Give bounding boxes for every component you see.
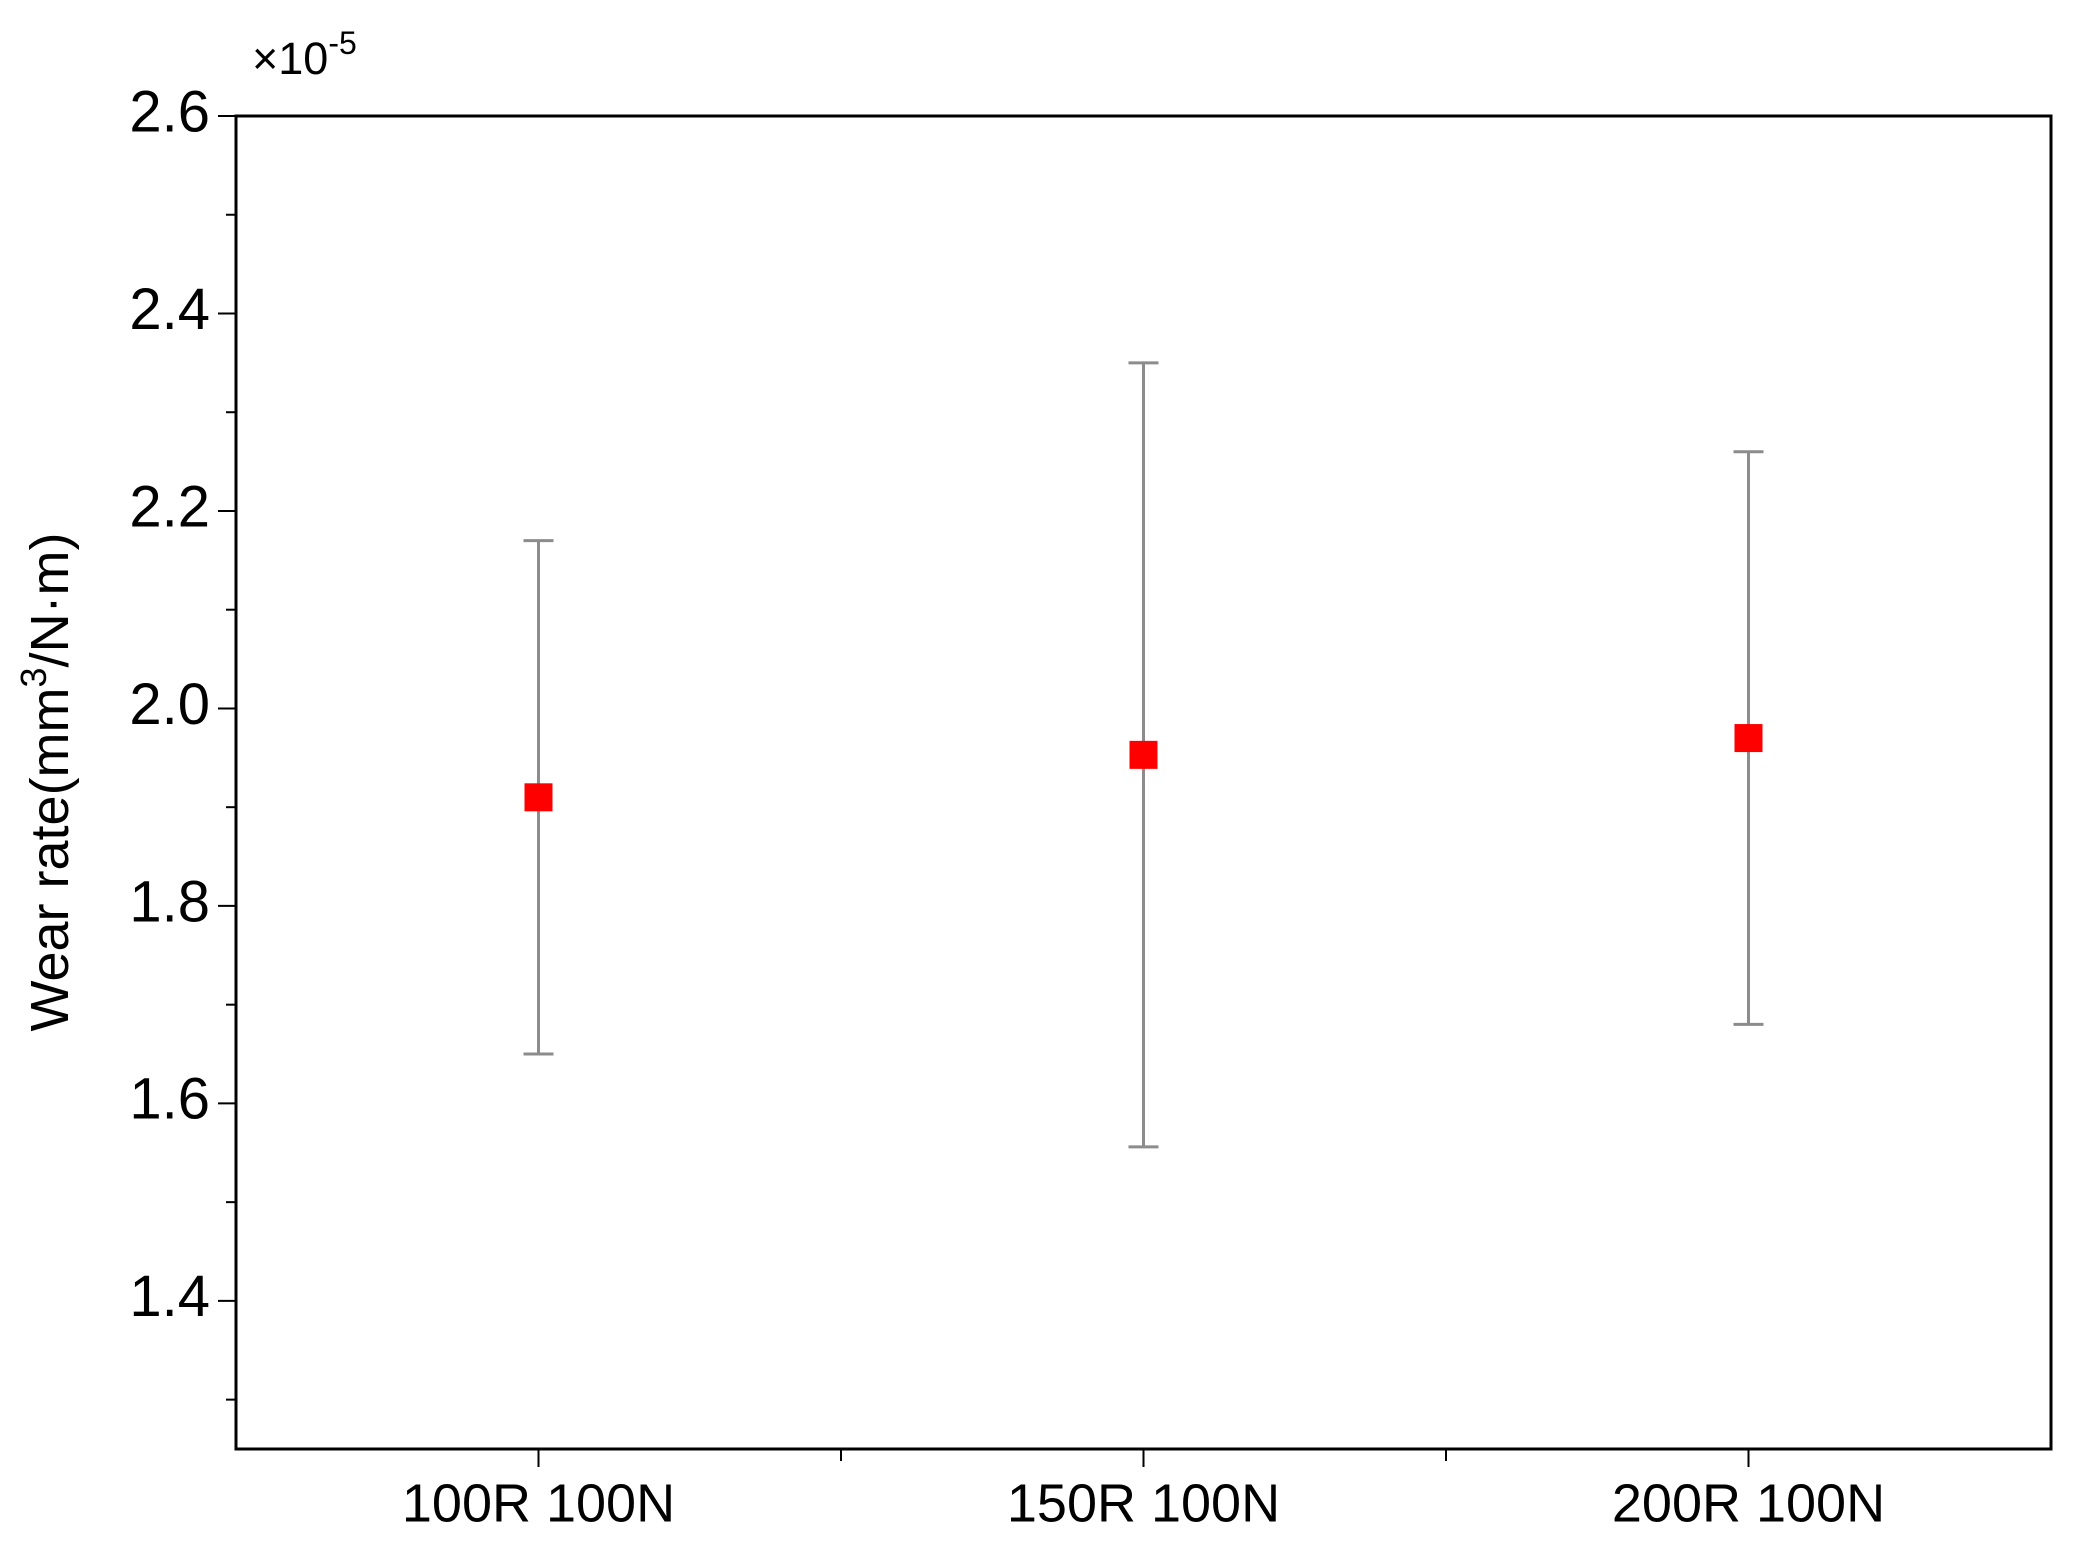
y-scale-base: ×10 <box>252 33 328 84</box>
y-axis-label-text: /N·m) <box>20 532 80 667</box>
x-tick-label: 150R 100N <box>1007 1473 1280 1533</box>
y-tick-label: 2.4 <box>129 277 210 342</box>
y-tick-label: 1.6 <box>129 1067 210 1132</box>
y-tick-label: 2.6 <box>129 79 210 144</box>
y-scale-exponent: -5 <box>328 25 356 61</box>
y-tick-label: 1.4 <box>129 1264 210 1329</box>
marker <box>1734 724 1763 753</box>
y-scale-label: ×10-5 <box>252 25 357 83</box>
x-tick-label: 100R 100N <box>402 1473 675 1533</box>
y-axis-label-text: Wear rate(mm <box>20 687 80 1031</box>
y-tick-label: 1.8 <box>129 869 210 934</box>
y-axis-label-sup: 3 <box>13 667 54 687</box>
y-tick-label: 2.0 <box>129 672 210 737</box>
marker <box>1129 740 1158 769</box>
y-axis-label: Wear rate(mm3/N·m) <box>13 532 81 1031</box>
y-tick-label: 2.2 <box>129 474 210 539</box>
x-tick-label: 200R 100N <box>1612 1473 1885 1533</box>
marker <box>524 783 553 812</box>
